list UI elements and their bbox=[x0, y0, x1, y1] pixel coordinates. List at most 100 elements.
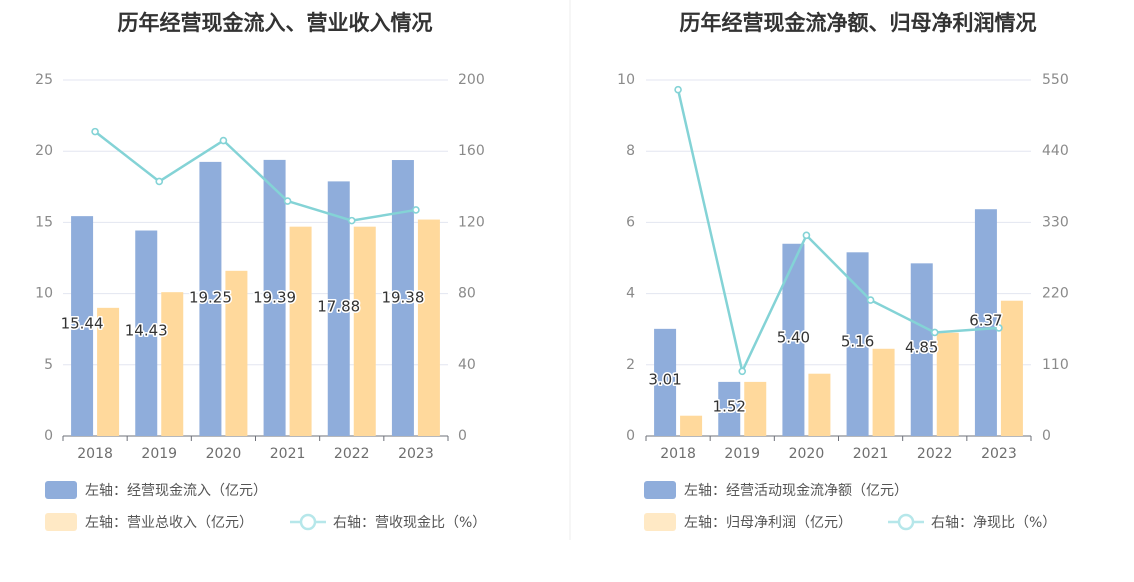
legend-swatch bbox=[644, 481, 676, 499]
line-point bbox=[283, 197, 292, 205]
line-point bbox=[219, 136, 228, 145]
bar-series2 bbox=[97, 307, 120, 436]
bar-series2 bbox=[744, 381, 767, 436]
chart-title: 历年经营现金流入、营业收入情况 bbox=[118, 11, 433, 35]
bar-series2 bbox=[1000, 300, 1023, 436]
line-point bbox=[155, 177, 164, 186]
chart-title: 历年经营现金流净额、归母净利润情况 bbox=[680, 11, 1037, 35]
bar-series1 bbox=[391, 160, 414, 436]
chart-panel-1: 历年经营现金流入、营业收入情况 0 0 5 40 10 80 15 120 20 160 25 200 2… bbox=[35, 11, 486, 531]
y-right-tick-label: 330 bbox=[1042, 214, 1069, 230]
line-series bbox=[676, 89, 1000, 376]
y-right-tick-label: 110 bbox=[1042, 357, 1069, 373]
bar-series2 bbox=[353, 226, 376, 436]
x-tick-label: 2018 bbox=[660, 446, 696, 462]
y-right-tick-label: 40 bbox=[458, 357, 476, 373]
legend-label: 左轴：营业总收入（亿元） bbox=[85, 515, 253, 531]
data-label: 4.85 bbox=[905, 339, 938, 357]
line-point bbox=[347, 216, 356, 225]
chart-panel-2: 历年经营现金流净额、归母净利润情况 0 0 2 110 4 220 6 330 8 440 10 550… bbox=[617, 11, 1069, 531]
y-right-tick-label: 200 bbox=[458, 72, 485, 88]
bar-series1 bbox=[71, 216, 94, 436]
bar-series2 bbox=[936, 332, 959, 436]
bar-series2 bbox=[417, 219, 440, 436]
line-point bbox=[802, 231, 811, 240]
legend-label: 右轴：营收现金比（%） bbox=[333, 515, 486, 531]
y-right-tick-label: 440 bbox=[1042, 143, 1069, 159]
bar-series1 bbox=[654, 328, 677, 436]
bar-series2 bbox=[225, 270, 248, 436]
data-label: 17.88 bbox=[317, 298, 360, 316]
y-right-tick-label: 220 bbox=[1042, 286, 1069, 302]
y-right-tick-label: 0 bbox=[1042, 428, 1051, 444]
bar-series2 bbox=[161, 292, 184, 436]
x-tick-label: 2019 bbox=[724, 446, 760, 462]
line-point bbox=[674, 85, 682, 94]
data-label: 5.40 bbox=[777, 329, 810, 347]
y-left-tick-label: 5 bbox=[44, 357, 53, 373]
bar-series2 bbox=[289, 226, 312, 436]
bar-series2 bbox=[808, 373, 831, 436]
legend-swatch bbox=[644, 513, 676, 531]
data-label: 15.44 bbox=[61, 315, 104, 333]
x-tick-label: 2022 bbox=[917, 446, 953, 462]
legend-marker bbox=[299, 513, 317, 531]
data-label: 6.37 bbox=[969, 312, 1002, 330]
line-point bbox=[412, 206, 420, 214]
bar-series1 bbox=[910, 263, 933, 436]
data-label: 19.39 bbox=[253, 289, 296, 307]
y-right-tick-label: 160 bbox=[458, 143, 485, 159]
x-tick-label: 2019 bbox=[141, 446, 177, 462]
bar-series1 bbox=[199, 161, 222, 436]
bar-series1 bbox=[263, 159, 286, 436]
data-label: 14.43 bbox=[125, 322, 168, 340]
y-left-tick-label: 15 bbox=[35, 214, 53, 230]
y-left-tick-label: 20 bbox=[35, 143, 53, 159]
y-left-tick-label: 10 bbox=[35, 286, 53, 302]
y-left-tick-label: 10 bbox=[617, 72, 635, 88]
data-label: 19.38 bbox=[381, 289, 424, 307]
bar-series1 bbox=[974, 209, 997, 436]
line-point bbox=[930, 328, 939, 337]
data-label: 3.01 bbox=[648, 371, 681, 389]
legend-label: 右轴：净现比（%） bbox=[931, 515, 1056, 531]
bar-series2 bbox=[680, 415, 703, 436]
y-left-tick-label: 4 bbox=[626, 286, 635, 302]
legend-label: 左轴：归母净利润（亿元） bbox=[684, 514, 852, 531]
legend-label: 左轴：经营活动现金流净额（亿元） bbox=[684, 483, 908, 499]
data-label: 19.25 bbox=[189, 289, 232, 307]
data-label: 1.52 bbox=[713, 398, 746, 416]
y-right-tick-label: 120 bbox=[458, 214, 485, 230]
y-right-tick-label: 0 bbox=[458, 428, 467, 444]
legend-marker bbox=[897, 513, 915, 531]
legend-swatch bbox=[45, 481, 77, 499]
legend-swatch bbox=[45, 513, 77, 531]
x-tick-label: 2018 bbox=[77, 446, 113, 462]
x-tick-label: 2020 bbox=[206, 446, 242, 462]
line-point bbox=[91, 127, 99, 136]
bar-series1 bbox=[846, 252, 869, 436]
bar-series1 bbox=[718, 381, 741, 436]
y-left-tick-label: 6 bbox=[626, 214, 635, 230]
bar-series1 bbox=[135, 230, 158, 436]
line-point bbox=[866, 296, 875, 304]
x-tick-label: 2021 bbox=[853, 446, 889, 462]
y-left-tick-label: 25 bbox=[35, 72, 53, 88]
x-tick-label: 2023 bbox=[981, 446, 1017, 462]
bar-series1 bbox=[782, 243, 805, 436]
y-left-tick-label: 2 bbox=[626, 357, 635, 373]
y-left-tick-label: 0 bbox=[626, 428, 635, 444]
y-left-tick-label: 0 bbox=[44, 428, 53, 444]
x-tick-label: 2023 bbox=[398, 446, 434, 462]
x-tick-label: 2022 bbox=[334, 446, 370, 462]
line-series bbox=[94, 130, 417, 222]
y-left-tick-label: 8 bbox=[626, 143, 635, 159]
legend-label: 左轴：经营现金流入（亿元） bbox=[85, 483, 267, 499]
bar-series2 bbox=[872, 348, 895, 436]
line-point bbox=[995, 324, 1003, 332]
x-tick-label: 2020 bbox=[789, 446, 825, 462]
line-point bbox=[738, 367, 747, 376]
y-right-tick-label: 80 bbox=[458, 286, 476, 302]
